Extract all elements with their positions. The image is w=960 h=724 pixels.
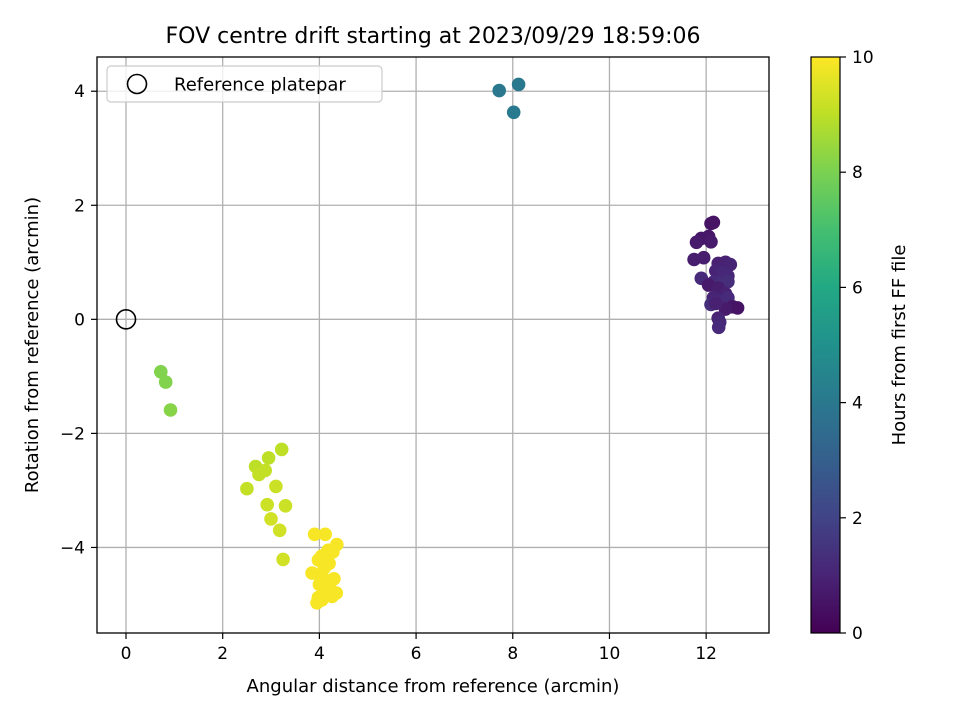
y-axis-label: Rotation from reference (arcmin) — [22, 197, 43, 493]
data-point — [278, 499, 293, 513]
data-point — [261, 451, 276, 465]
data-point — [158, 375, 173, 389]
data-point — [163, 403, 178, 417]
colorbar-tick-label: 8 — [852, 163, 863, 183]
legend-marker-icon — [126, 73, 148, 95]
data-points — [154, 77, 745, 610]
data-point — [696, 250, 711, 265]
colorbar-tick-label: 0 — [852, 624, 863, 644]
colorbar: 0 2 4 6 8 10 Hours from first FF file — [810, 48, 910, 644]
data-point — [264, 512, 278, 526]
chart-title: FOV centre drift starting at 2023/09/29 … — [166, 24, 701, 49]
y-tick-label: −2 — [60, 424, 85, 444]
data-point — [154, 365, 168, 379]
data-point — [269, 479, 283, 494]
y-tick-label: 0 — [74, 310, 85, 330]
y-tick-label: −4 — [60, 538, 85, 558]
plot-frame — [96, 56, 770, 634]
data-point — [240, 481, 254, 496]
data-point — [711, 320, 726, 335]
data-point — [709, 296, 723, 311]
data-point — [730, 301, 745, 315]
data-point — [689, 235, 704, 250]
y-axis-ticks: −4 −2 0 2 4 — [60, 82, 97, 558]
x-axis-label: Angular distance from reference (arcmin) — [247, 676, 620, 697]
data-point — [258, 463, 273, 478]
colorbar-tick-label: 6 — [852, 278, 863, 298]
y-tick-label: 4 — [74, 82, 85, 102]
colorbar-label: Hours from first FF file — [889, 245, 910, 446]
data-point — [706, 215, 721, 230]
legend: Reference platepar — [106, 65, 383, 103]
data-point — [506, 105, 521, 120]
data-point — [704, 235, 718, 249]
reference-platepar-marker — [115, 309, 137, 330]
grid — [97, 57, 769, 633]
x-tick-label: 10 — [599, 644, 621, 664]
data-point — [325, 589, 339, 604]
data-point — [492, 83, 507, 98]
colorbar-tick-label: 2 — [852, 509, 863, 529]
data-point — [310, 596, 324, 610]
data-point — [272, 523, 287, 538]
x-tick-label: 12 — [695, 644, 717, 664]
colorbar-gradient — [810, 56, 841, 634]
x-tick-label: 4 — [314, 644, 325, 664]
colorbar-ticks: 0 2 4 6 8 10 — [840, 48, 874, 644]
y-tick-label: 2 — [74, 196, 85, 216]
data-point — [274, 442, 289, 457]
data-point — [721, 274, 735, 289]
data-point — [260, 497, 275, 512]
colorbar-tick-label: 4 — [852, 394, 863, 414]
x-tick-label: 8 — [507, 644, 518, 664]
legend-entry: Reference platepar — [174, 75, 346, 96]
legend-box — [106, 65, 383, 103]
x-tick-label: 2 — [217, 644, 228, 664]
data-point — [307, 527, 322, 542]
x-tick-label: 0 — [121, 644, 132, 664]
colorbar-tick-label: 10 — [852, 48, 874, 68]
data-point — [318, 527, 333, 542]
data-point — [511, 77, 526, 92]
data-point — [276, 552, 290, 567]
data-point — [326, 545, 340, 559]
x-axis-ticks: 0 2 4 6 8 10 12 — [121, 633, 717, 664]
x-tick-label: 6 — [411, 644, 422, 664]
